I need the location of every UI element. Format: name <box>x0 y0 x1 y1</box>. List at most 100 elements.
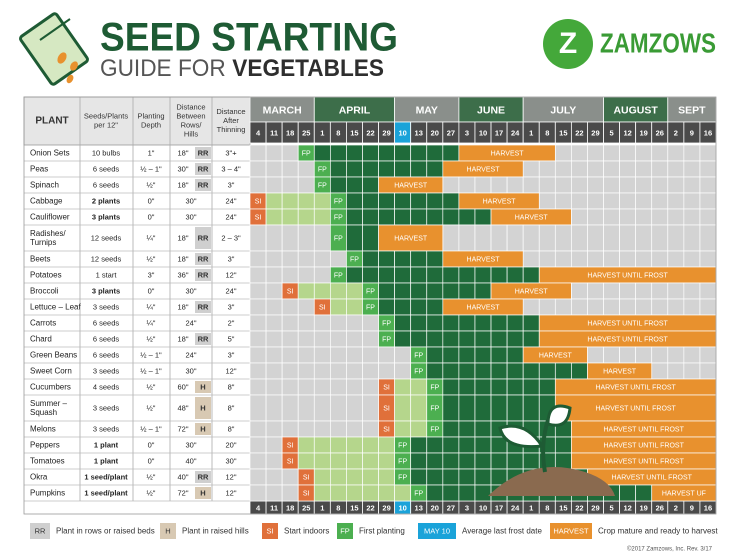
marker: RR <box>198 472 209 481</box>
week-cell <box>346 484 363 502</box>
first-planting-label: FP <box>318 182 327 189</box>
week-cell <box>378 250 395 268</box>
planting-depth: ½ – 1" <box>140 366 162 375</box>
harvest-label: HARVEST <box>515 288 549 295</box>
planting-depth: ½ – 1" <box>140 350 162 359</box>
week-cell <box>249 266 267 284</box>
week-cell <box>410 298 428 316</box>
week-cell <box>587 192 604 210</box>
day-label: 3 <box>465 128 469 137</box>
day-label: 9 <box>690 128 694 137</box>
week-cell <box>378 436 395 454</box>
start-indoors-label: SI <box>287 458 294 465</box>
week-cell <box>458 346 476 364</box>
week-cell <box>571 250 588 268</box>
week-cell <box>651 298 669 316</box>
week-cell <box>458 362 476 380</box>
plant-name: Lettuce – Leaf <box>30 303 81 312</box>
planting-depth: ½" <box>147 180 156 189</box>
day-label: 15 <box>350 128 358 137</box>
week-cell <box>297 362 315 380</box>
thinning-distance: 2 – 3" <box>221 233 241 242</box>
week-cell <box>522 330 540 348</box>
week-cell <box>490 266 508 284</box>
week-cell <box>378 452 395 470</box>
plant-name: Squash <box>30 408 57 417</box>
thinning-distance: 3" <box>228 180 235 189</box>
week-cell <box>442 314 460 332</box>
week-cell <box>619 250 637 268</box>
day-label: 5 <box>609 503 613 512</box>
week-cell <box>635 144 653 162</box>
week-cell <box>394 378 412 396</box>
week-cell <box>635 160 653 178</box>
marker: H <box>200 382 205 391</box>
first-planting-label: FP <box>414 368 423 375</box>
week-cell <box>313 468 331 486</box>
week-cell <box>297 378 315 396</box>
week-cell <box>410 266 428 284</box>
week-cell <box>490 330 508 348</box>
week-cell <box>394 362 412 380</box>
week-cell <box>426 346 444 364</box>
week-cell <box>394 330 412 348</box>
week-cell <box>571 144 588 162</box>
week-cell <box>683 298 701 316</box>
first-planting-label: FP <box>350 256 359 263</box>
week-cell <box>538 160 556 178</box>
week-cell <box>490 346 508 364</box>
week-cell <box>683 208 701 226</box>
week-cell <box>490 224 508 252</box>
week-cell <box>394 160 412 178</box>
day-label: 29 <box>382 128 390 137</box>
day-label: 18 <box>286 128 294 137</box>
week-cell <box>506 346 524 364</box>
week-cell <box>346 436 363 454</box>
week-cell <box>329 394 347 422</box>
first-planting-label: FP <box>398 442 407 449</box>
week-cell <box>249 362 267 380</box>
subtitle: GUIDE FORVEGETABLES <box>100 55 384 82</box>
week-cell <box>426 192 444 210</box>
week-cell <box>249 250 267 268</box>
week-cell <box>281 298 299 316</box>
plant-name: Summer – <box>30 399 67 408</box>
week-cell <box>619 298 637 316</box>
month-label: APRIL <box>339 104 371 116</box>
week-cell <box>410 314 428 332</box>
week-cell <box>619 282 637 300</box>
column-header: Seeds/Plants <box>84 111 128 120</box>
week-cell <box>297 314 315 332</box>
week-cell <box>426 362 444 380</box>
week-cell <box>458 314 476 332</box>
week-cell <box>313 346 331 364</box>
week-cell <box>313 192 331 210</box>
marker-box <box>195 147 211 159</box>
week-cell <box>571 208 588 226</box>
week-cell <box>329 362 347 380</box>
marker-box <box>195 487 211 499</box>
week-cell <box>313 208 331 226</box>
week-cell <box>442 346 460 364</box>
week-cell <box>522 250 540 268</box>
week-cell <box>667 160 685 178</box>
soil <box>488 467 615 496</box>
week-cell <box>313 330 331 348</box>
week-cell <box>522 224 540 252</box>
week-cell <box>474 378 492 396</box>
week-cell <box>346 330 363 348</box>
week-cell <box>410 436 428 454</box>
harvest-label: HARVEST UF <box>662 490 706 497</box>
day-label: 1 <box>320 128 324 137</box>
week-cell <box>362 346 379 364</box>
legend-key-box <box>262 523 278 539</box>
week-cell <box>603 160 620 178</box>
marker-box <box>195 301 211 313</box>
day-label: 22 <box>366 503 374 512</box>
first-planting-label: FP <box>366 288 375 295</box>
week-cell <box>651 250 669 268</box>
week-cell <box>587 208 604 226</box>
week-cell <box>442 176 460 194</box>
week-cell <box>394 282 412 300</box>
legend-text: Plant in raised hills <box>182 527 249 536</box>
